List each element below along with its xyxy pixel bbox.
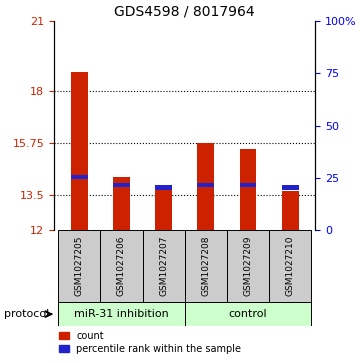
Text: GSM1027209: GSM1027209 <box>243 236 252 297</box>
Bar <box>282 191 299 230</box>
Bar <box>113 177 130 230</box>
Text: protocol: protocol <box>4 309 50 319</box>
FancyBboxPatch shape <box>58 302 185 326</box>
Legend: count, percentile rank within the sample: count, percentile rank within the sample <box>59 331 241 354</box>
Text: GSM1027206: GSM1027206 <box>117 236 126 297</box>
Text: miR-31 inhibition: miR-31 inhibition <box>74 309 169 319</box>
FancyBboxPatch shape <box>185 302 311 326</box>
Bar <box>240 183 256 187</box>
FancyBboxPatch shape <box>227 230 269 302</box>
Bar <box>71 72 88 230</box>
Title: GDS4598 / 8017964: GDS4598 / 8017964 <box>114 4 255 18</box>
FancyBboxPatch shape <box>269 230 311 302</box>
Bar <box>240 149 256 230</box>
Bar <box>71 175 88 179</box>
Text: GSM1027210: GSM1027210 <box>286 236 295 297</box>
Bar <box>113 183 130 187</box>
FancyBboxPatch shape <box>58 230 100 302</box>
Bar <box>197 143 214 230</box>
Bar <box>155 189 172 230</box>
FancyBboxPatch shape <box>143 230 185 302</box>
Text: GSM1027205: GSM1027205 <box>75 236 84 297</box>
Text: GSM1027207: GSM1027207 <box>159 236 168 297</box>
FancyBboxPatch shape <box>100 230 143 302</box>
Bar <box>197 183 214 187</box>
Bar <box>155 185 172 189</box>
Text: control: control <box>229 309 267 319</box>
Text: GSM1027208: GSM1027208 <box>201 236 210 297</box>
Bar <box>282 185 299 189</box>
FancyBboxPatch shape <box>185 230 227 302</box>
